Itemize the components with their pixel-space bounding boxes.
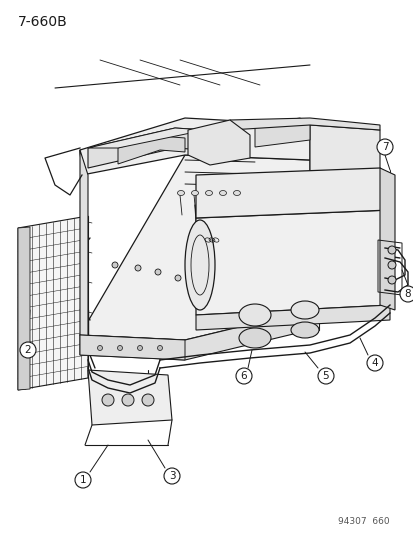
- Text: 7: 7: [381, 142, 387, 152]
- Ellipse shape: [185, 220, 214, 310]
- Polygon shape: [80, 310, 309, 360]
- Ellipse shape: [219, 190, 226, 196]
- Polygon shape: [18, 216, 88, 390]
- Circle shape: [142, 394, 154, 406]
- Ellipse shape: [191, 190, 198, 196]
- Circle shape: [235, 368, 252, 384]
- Circle shape: [102, 394, 114, 406]
- Text: 94307  660: 94307 660: [337, 518, 389, 527]
- Polygon shape: [18, 227, 30, 390]
- Ellipse shape: [233, 190, 240, 196]
- Polygon shape: [88, 128, 204, 168]
- Polygon shape: [80, 150, 88, 340]
- Circle shape: [164, 468, 180, 484]
- Text: 6: 6: [240, 371, 247, 381]
- Circle shape: [97, 345, 102, 351]
- Ellipse shape: [290, 322, 318, 338]
- Polygon shape: [230, 118, 379, 130]
- Circle shape: [399, 286, 413, 302]
- Polygon shape: [80, 155, 309, 340]
- Text: 1: 1: [79, 475, 86, 485]
- Polygon shape: [195, 168, 389, 218]
- Circle shape: [117, 345, 122, 351]
- Polygon shape: [88, 128, 204, 148]
- Circle shape: [20, 342, 36, 358]
- Circle shape: [175, 275, 180, 281]
- Text: 4: 4: [371, 358, 377, 368]
- Ellipse shape: [177, 190, 184, 196]
- Circle shape: [154, 269, 161, 275]
- Circle shape: [387, 246, 395, 254]
- Polygon shape: [254, 118, 309, 147]
- Polygon shape: [195, 305, 389, 330]
- Polygon shape: [379, 168, 394, 310]
- Circle shape: [317, 368, 333, 384]
- Circle shape: [135, 265, 141, 271]
- Circle shape: [137, 345, 142, 351]
- Ellipse shape: [290, 301, 318, 319]
- Circle shape: [376, 139, 392, 155]
- Text: 3: 3: [168, 471, 175, 481]
- Ellipse shape: [205, 190, 212, 196]
- Circle shape: [75, 472, 91, 488]
- Circle shape: [387, 261, 395, 269]
- Polygon shape: [118, 136, 185, 164]
- Circle shape: [366, 355, 382, 371]
- Polygon shape: [309, 125, 379, 280]
- Text: 5: 5: [322, 371, 328, 381]
- Polygon shape: [80, 118, 309, 175]
- Polygon shape: [88, 370, 171, 425]
- Circle shape: [387, 276, 395, 284]
- Circle shape: [122, 394, 134, 406]
- Text: 7-660B: 7-660B: [18, 15, 68, 29]
- Circle shape: [157, 345, 162, 351]
- Polygon shape: [195, 210, 389, 315]
- Ellipse shape: [238, 304, 271, 326]
- Ellipse shape: [238, 328, 271, 348]
- Circle shape: [112, 262, 118, 268]
- Polygon shape: [188, 120, 249, 165]
- Text: 8: 8: [404, 289, 411, 299]
- Polygon shape: [80, 335, 185, 360]
- Text: 2: 2: [25, 345, 31, 355]
